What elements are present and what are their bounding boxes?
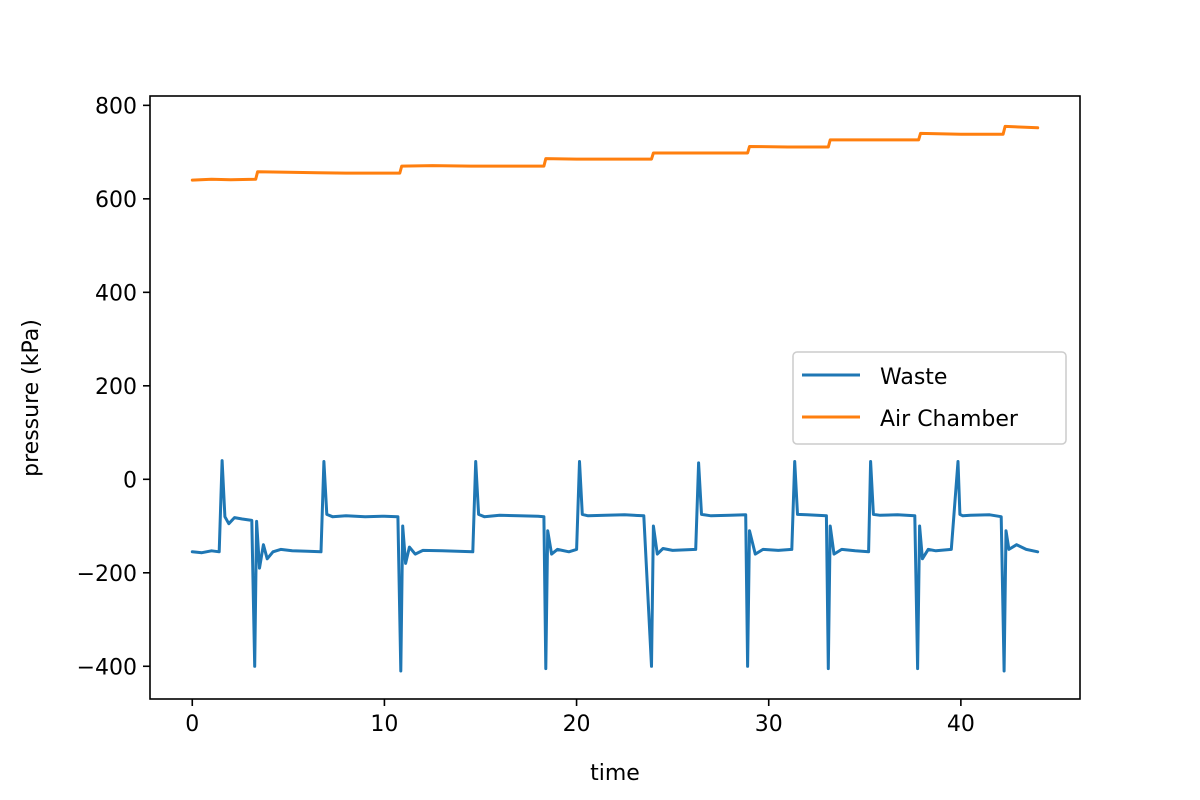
- plot-frame: [149, 95, 1081, 700]
- legend-label-waste: Waste: [880, 365, 947, 390]
- y-axis: −400 −200 0 200 400 600 800: [77, 94, 150, 680]
- series-layer: [190, 124, 1040, 673]
- series-line-air-chamber: [190, 124, 1040, 182]
- x-tick-label: 40: [947, 712, 975, 737]
- y-tick-label: −200: [77, 562, 137, 587]
- y-tick-label: −400: [77, 655, 137, 680]
- y-tick-label: 0: [123, 468, 137, 493]
- y-tick-label: 200: [95, 375, 137, 400]
- x-tick-label: 30: [755, 712, 783, 737]
- legend-box: [792, 351, 1067, 445]
- x-tick-label: 20: [563, 712, 591, 737]
- x-tick-label: 10: [370, 712, 398, 737]
- legend: Waste Air Chamber: [792, 351, 1067, 445]
- series-line-waste: [190, 459, 1040, 673]
- x-axis-label: time: [590, 761, 640, 786]
- y-tick-label: 800: [95, 94, 137, 119]
- x-tick-label: 0: [185, 712, 199, 737]
- x-axis: 0 10 20 30 40: [185, 699, 975, 737]
- legend-label-air-chamber: Air Chamber: [880, 407, 1019, 432]
- y-axis-label: pressure (kPa): [19, 319, 44, 477]
- y-tick-label: 600: [95, 188, 137, 213]
- y-tick-label: 400: [95, 281, 137, 306]
